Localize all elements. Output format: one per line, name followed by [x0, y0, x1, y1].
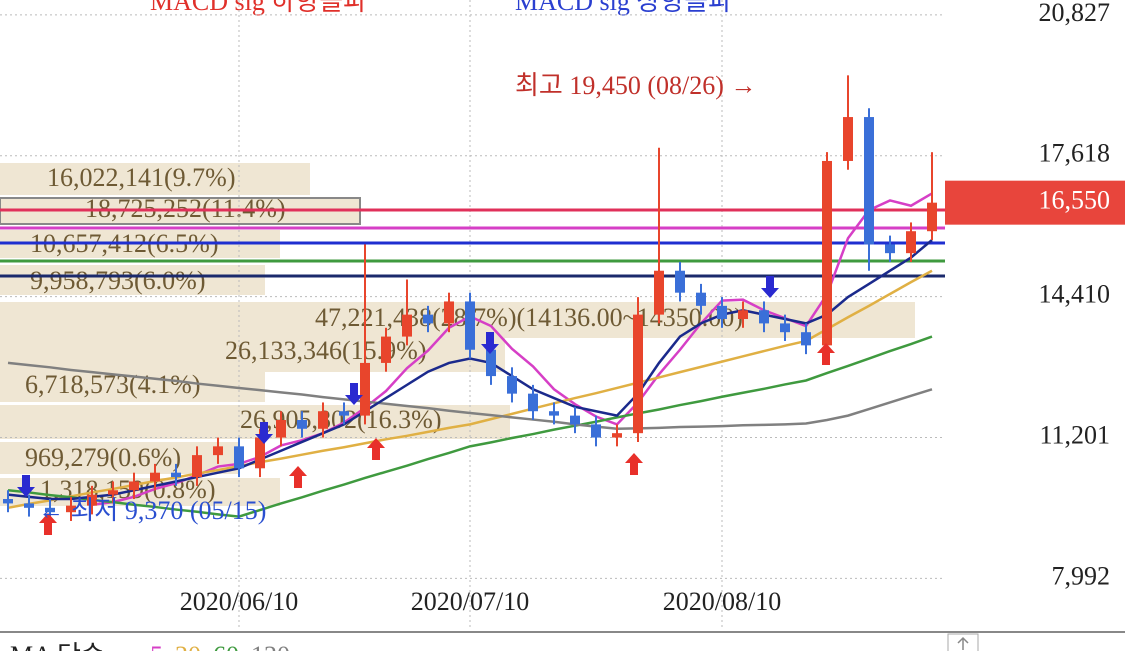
candle-body: [129, 481, 139, 491]
candle-body: [612, 433, 622, 438]
candle-body: [87, 494, 97, 506]
legend-entry: 20: [175, 641, 201, 651]
candle-body: [423, 314, 433, 324]
last-price-label: 16,550: [1039, 186, 1111, 215]
candle-body: [171, 472, 181, 478]
signal-label: MACD sig 상향돌파: [515, 0, 732, 16]
candle-body: [381, 336, 391, 363]
candle-body: [360, 362, 370, 416]
candle-body: [108, 490, 118, 495]
candle-body: [927, 202, 937, 232]
candle-body: [507, 376, 517, 394]
candle-body: [549, 411, 559, 416]
buy-arrow: [817, 343, 835, 365]
buy-arrow: [367, 438, 385, 460]
sell-arrow: [761, 276, 779, 298]
candle-body: [591, 424, 601, 438]
candle-body: [318, 411, 328, 429]
candle-body: [780, 323, 790, 333]
candle-body: [843, 117, 853, 161]
last-price-box: [945, 180, 1125, 225]
volume-box: [0, 265, 265, 295]
sell-arrow: [345, 383, 363, 405]
signal-label: MACD sig 하향돌파: [150, 0, 367, 16]
candle-body: [24, 503, 34, 508]
y-tick-label: 14,410: [1039, 280, 1111, 309]
legend-title: MA 단순: [10, 641, 105, 651]
candle-body: [528, 393, 538, 412]
buy-arrow: [625, 453, 643, 475]
background-layer: 16,022,141(9.7%)18,725,252(11.4%)10,657,…: [0, 163, 915, 506]
x-tick-label: 2020/07/10: [411, 587, 529, 616]
volume-label: 47,221,438(28.7%)(14136.00~14350.00): [315, 303, 743, 332]
candle-body: [234, 446, 244, 469]
candle-body: [486, 349, 496, 377]
sell-arrow: [255, 422, 273, 444]
candle-body: [150, 472, 160, 482]
x-tick-label: 2020/06/10: [180, 587, 298, 616]
candle-body: [66, 505, 76, 513]
sell-arrow: [481, 332, 499, 354]
x-tick-label: 2020/08/10: [663, 587, 781, 616]
candle-body: [822, 160, 832, 346]
volume-label: 26,133,346(15.9%): [225, 336, 426, 365]
candle-body: [3, 499, 13, 504]
candle-body: [570, 415, 580, 425]
ma-line: [7, 335, 933, 518]
candle-body: [339, 411, 349, 416]
low-annotation: ← 최저 9,370 (05/15): [38, 496, 266, 525]
candle-body: [633, 314, 643, 434]
volume-label: 9,958,793(6.0%): [30, 266, 205, 295]
legend-entry: 120: [251, 641, 290, 651]
candle-body: [297, 420, 307, 429]
ma-line: [7, 269, 933, 510]
y-tick-label: 11,201: [1039, 420, 1110, 449]
candle-body: [402, 314, 412, 337]
volume-label: 26,905,802(16.3%): [240, 405, 441, 434]
candle-body: [696, 292, 706, 306]
candle-body: [465, 301, 475, 350]
volume-label: 16,022,141(9.7%): [47, 163, 235, 192]
volume-label: 969,279(0.6%): [25, 443, 181, 472]
candle-body: [444, 301, 454, 324]
scroll-icon: [957, 636, 969, 650]
candle-body: [213, 446, 223, 456]
candle-body: [675, 270, 685, 293]
volume-box: [0, 163, 310, 195]
candle-body: [654, 270, 664, 315]
legend-entry: 60: [213, 641, 239, 651]
sell-arrow: [17, 475, 35, 497]
candle-body: [801, 332, 811, 346]
y-tick-label: 17,618: [1039, 139, 1111, 168]
legend-entry: 5: [150, 641, 163, 651]
high-annotation: 최고 19,450 (08/26) →: [515, 71, 756, 100]
buy-arrow: [39, 513, 57, 535]
candle-body: [45, 507, 55, 513]
y-tick-label: 20,827: [1039, 0, 1111, 27]
y-tick-label: 7,992: [1052, 561, 1111, 590]
buy-arrow: [289, 466, 307, 488]
candle-body: [717, 305, 727, 320]
volume-label: 18,725,252(11.4%): [85, 194, 286, 223]
ma-line: [7, 361, 933, 431]
candle-body: [885, 244, 895, 254]
candle-body: [759, 310, 769, 324]
candle-body: [906, 231, 916, 254]
candle-body: [276, 420, 286, 438]
candle-body: [738, 310, 748, 320]
candle-body: [864, 117, 874, 245]
candle-body: [255, 437, 265, 469]
candle-body: [192, 455, 202, 478]
